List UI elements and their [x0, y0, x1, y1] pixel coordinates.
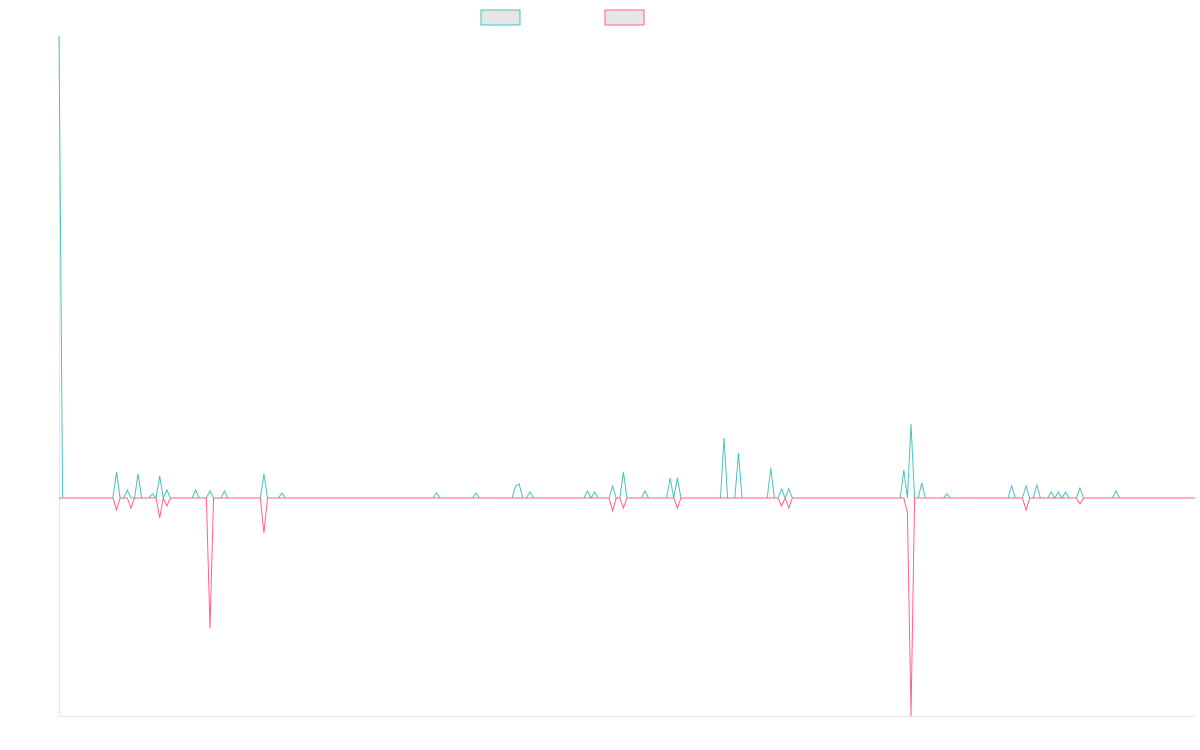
series-line — [58, 35, 1195, 500]
legend-swatch — [604, 9, 645, 26]
legend-swatch — [480, 9, 521, 26]
series-line — [59, 496, 1195, 717]
